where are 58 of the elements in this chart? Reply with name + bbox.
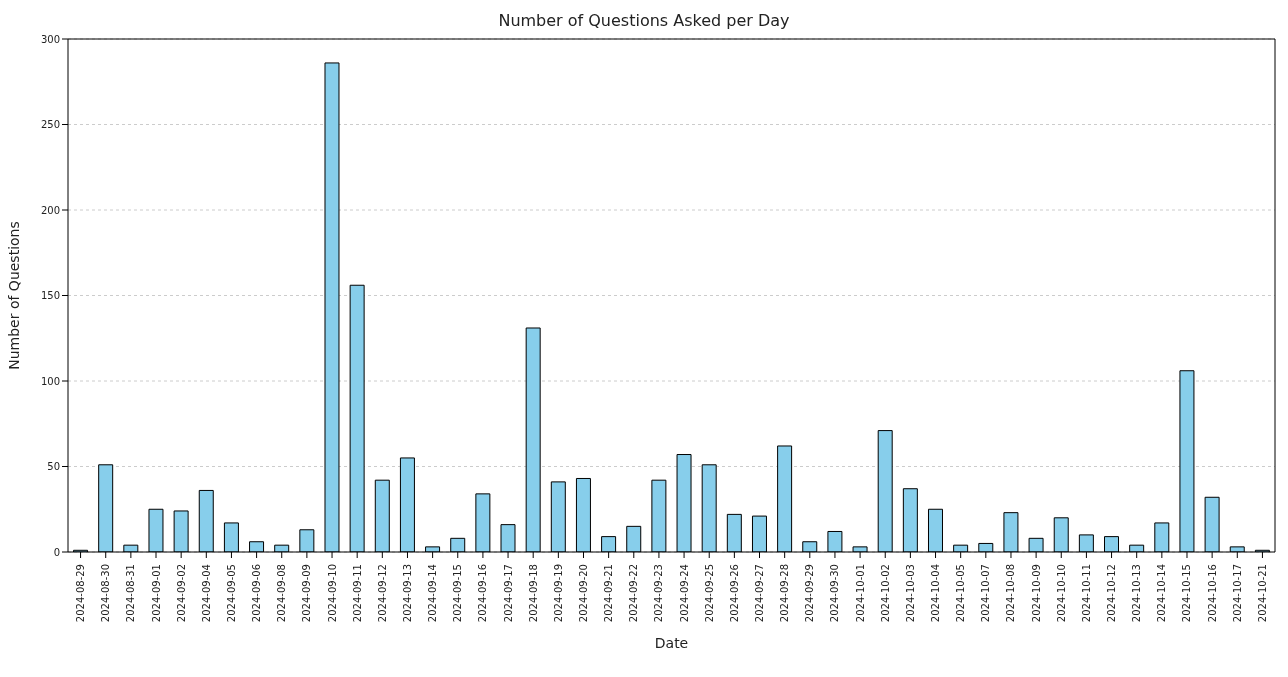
x-tick-label: 2024-10-17 [1231, 564, 1243, 623]
x-tick-label: 2024-09-16 [477, 564, 489, 623]
x-tick-label: 2024-09-18 [527, 564, 539, 623]
x-tick-label: 2024-09-24 [678, 564, 690, 623]
x-tick-label: 2024-09-11 [351, 564, 363, 623]
y-tick-label: 150 [40, 290, 60, 302]
x-tick-label: 2024-10-07 [980, 564, 992, 623]
x-tick-label: 2024-09-25 [703, 564, 715, 623]
x-tick-label: 2024-09-26 [728, 564, 740, 623]
x-tick-label: 2024-09-30 [829, 564, 841, 623]
x-tick-label: 2024-10-14 [1156, 564, 1168, 623]
y-tick-label: 200 [40, 204, 60, 216]
y-tick-label: 0 [53, 546, 60, 558]
x-tick-label: 2024-09-13 [401, 564, 413, 623]
x-tick-label: 2024-09-06 [251, 564, 263, 623]
y-tick-label: 50 [47, 461, 60, 473]
x-tick-label: 2024-08-31 [125, 564, 137, 623]
y-tick-label: 300 [40, 33, 60, 45]
x-tick-label: 2024-10-02 [879, 564, 891, 623]
x-tick-label: 2024-10-05 [955, 564, 967, 623]
x-tick-label: 2024-10-11 [1080, 564, 1092, 623]
y-tick-label: 100 [40, 375, 60, 387]
x-tick-label: 2024-09-12 [376, 564, 388, 623]
x-tick-label: 2024-08-29 [75, 564, 87, 623]
chart-title: Number of Questions Asked per Day [497, 10, 791, 32]
x-tick-label: 2024-10-12 [1106, 564, 1118, 623]
x-tick-label: 2024-10-09 [1030, 564, 1042, 623]
x-tick-label: 2024-09-14 [427, 564, 439, 623]
x-tick-label: 2024-09-09 [301, 564, 313, 623]
x-tick-label: 2024-09-23 [653, 564, 665, 623]
x-tick-label: 2024-09-21 [603, 564, 615, 623]
x-tick-label: 2024-09-22 [628, 564, 640, 623]
x-tick-label: 2024-09-08 [276, 564, 288, 623]
y-tick-label: 250 [40, 119, 60, 131]
x-tick-label: 2024-10-15 [1181, 564, 1193, 623]
x-tick-label: 2024-10-10 [1055, 564, 1067, 623]
x-tick-label: 2024-09-10 [326, 564, 338, 623]
x-tick-label: 2024-09-19 [552, 564, 564, 623]
x-tick-label: 2024-09-27 [754, 564, 766, 623]
x-tick-label: 2024-09-01 [150, 564, 162, 623]
x-tick-label: 2024-09-02 [175, 564, 187, 623]
x-tick-label: 2024-10-08 [1005, 564, 1017, 623]
x-axis-title: Date [654, 635, 689, 651]
x-tick-label: 2024-09-05 [225, 564, 237, 623]
x-tick-label: 2024-10-03 [904, 564, 916, 623]
x-tick-label: 2024-09-15 [452, 564, 464, 623]
x-tick-label: 2024-09-28 [779, 564, 791, 623]
x-tick-label: 2024-09-04 [200, 564, 212, 623]
x-tick-label: 2024-09-20 [577, 564, 589, 623]
x-tick-label: 2024-09-29 [804, 564, 816, 623]
x-tick-label: 2024-10-21 [1256, 564, 1268, 623]
y-axis-title: Number of Questions [5, 221, 22, 370]
x-tick-label: 2024-10-01 [854, 564, 866, 623]
x-tick-label: 2024-10-13 [1131, 564, 1143, 623]
x-tick-label: 2024-10-04 [930, 564, 942, 623]
x-tick-label: 2024-10-16 [1206, 564, 1218, 623]
x-tick-label: 2024-09-17 [502, 564, 514, 623]
x-tick-label: 2024-08-30 [100, 564, 112, 623]
